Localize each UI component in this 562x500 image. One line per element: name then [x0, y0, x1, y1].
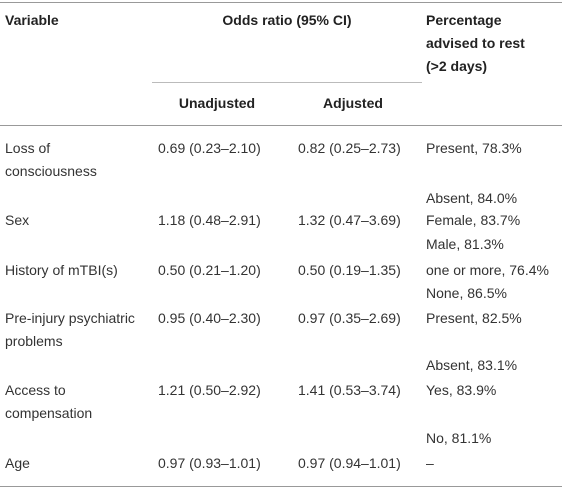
unadjusted-cell: 1.18 (0.48–2.91) — [158, 212, 261, 228]
variable-cell: compensation — [5, 405, 93, 421]
adjusted-cell: 0.82 (0.25–2.73) — [298, 140, 401, 156]
percentage-cell: Present, 78.3% — [426, 140, 522, 156]
adjusted-cell: 1.41 (0.53–3.74) — [298, 382, 401, 398]
percentage-cell: one or more, 76.4% — [426, 262, 549, 278]
header-cell: Percentage — [426, 12, 502, 28]
variable-cell: Sex — [5, 212, 30, 228]
unadjusted-cell: 0.50 (0.21–1.20) — [158, 262, 261, 278]
variable-cell: Pre-injury psychiatric — [5, 310, 135, 326]
variable-cell: problems — [5, 333, 63, 349]
unadjusted-cell: 1.21 (0.50–2.92) — [158, 382, 261, 398]
percentage-cell: Yes, 83.9% — [426, 382, 497, 398]
variable-cell: Access to — [5, 382, 66, 398]
header-cell: Unadjusted — [178, 95, 256, 111]
variable-cell: Loss of — [5, 140, 51, 156]
adjusted-cell: 0.97 (0.35–2.69) — [298, 310, 401, 326]
percentage-cell: Female, 83.7% — [426, 212, 521, 228]
group-rule — [152, 82, 422, 83]
top-rule — [0, 2, 562, 3]
bottom-rule — [0, 486, 562, 487]
header-cell: advised to rest — [426, 35, 525, 51]
variable-cell: consciousness — [5, 163, 97, 179]
percentage-cell: Absent, 84.0% — [426, 190, 518, 206]
percentage-cell: Present, 82.5% — [426, 310, 522, 326]
header-cell: Odds ratio (95% CI) — [222, 12, 352, 28]
header-rule — [0, 125, 562, 126]
unadjusted-cell: 0.97 (0.93–1.01) — [158, 455, 261, 471]
adjusted-cell: 0.50 (0.19–1.35) — [298, 262, 401, 278]
unadjusted-cell: 0.95 (0.40–2.30) — [158, 310, 261, 326]
adjusted-cell: 0.97 (0.94–1.01) — [298, 455, 401, 471]
header-cell: Adjusted — [323, 95, 383, 111]
header-cell: Variable — [5, 12, 59, 28]
percentage-cell: None, 86.5% — [426, 285, 507, 301]
percentage-cell: Male, 81.3% — [426, 236, 504, 252]
variable-cell: Age — [5, 455, 30, 471]
header-cell: (>2 days) — [426, 58, 488, 74]
percentage-cell: Absent, 83.1% — [426, 357, 518, 373]
unadjusted-cell: 0.69 (0.23–2.10) — [158, 140, 261, 156]
adjusted-cell: 1.32 (0.47–3.69) — [298, 212, 401, 228]
variable-cell: History of mTBI(s) — [5, 262, 118, 278]
percentage-cell: – — [426, 455, 434, 471]
percentage-cell: No, 81.1% — [426, 430, 492, 446]
